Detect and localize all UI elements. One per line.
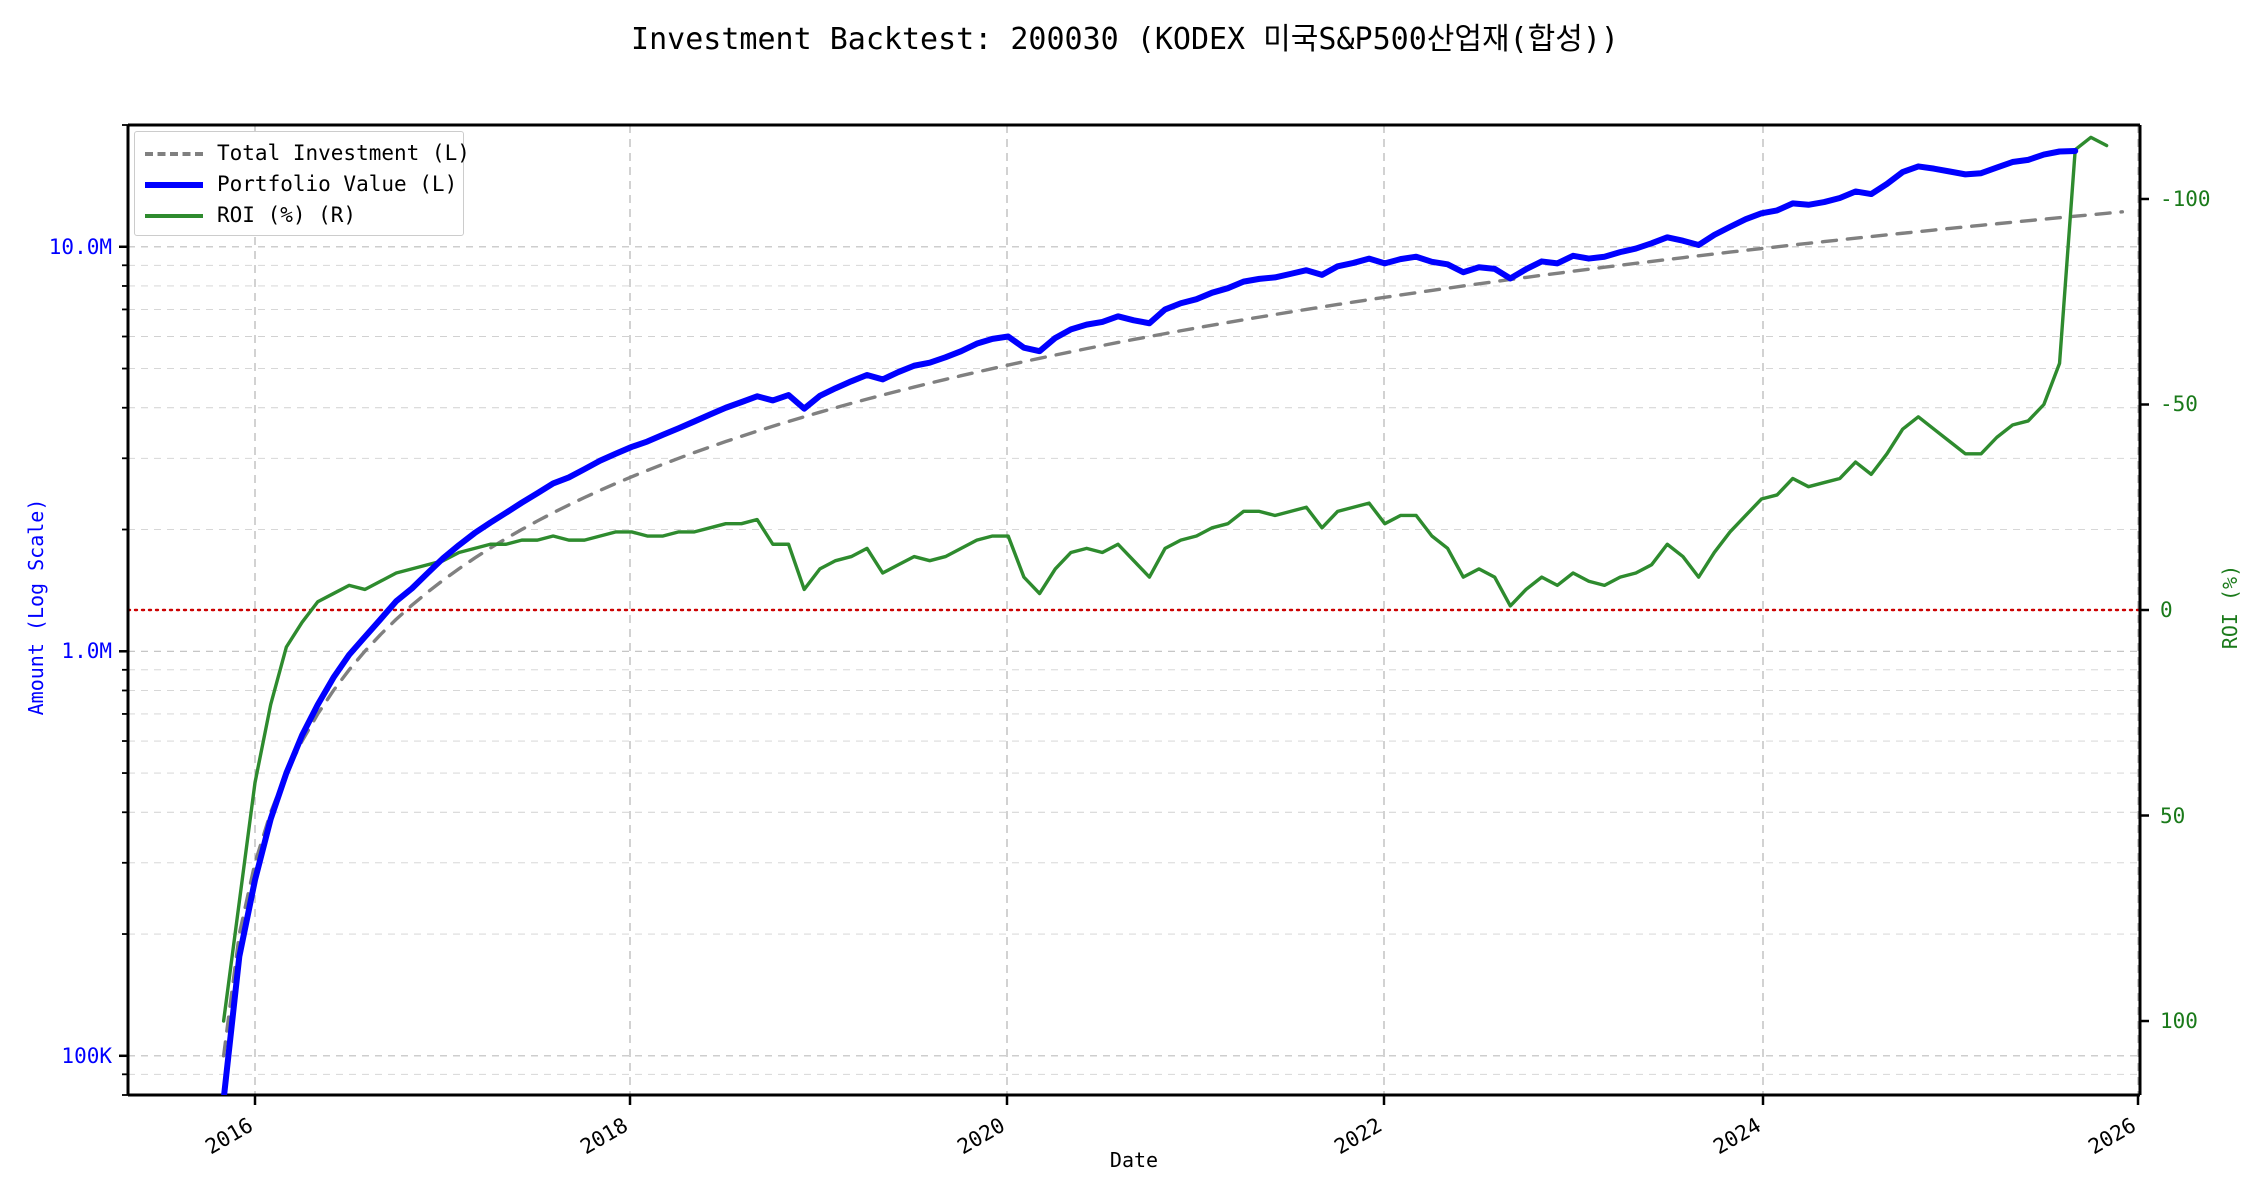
y-axis-left-tick: 100K xyxy=(61,1043,112,1068)
y-axis-right-tick: 50 xyxy=(2160,803,2186,828)
y-axis-right-tick: 0 xyxy=(2160,598,2173,622)
legend-item-total-investment[interactable]: Total Investment (L) xyxy=(143,138,470,169)
series-total-investment xyxy=(221,210,2125,1058)
legend-label-portfolio-value: Portfolio Value (L) xyxy=(217,172,458,196)
y-axis-right-tick: -100 xyxy=(2160,186,2211,211)
legend-item-roi[interactable]: ROI (%) (R) xyxy=(143,200,455,231)
legend-swatch-roi xyxy=(143,207,205,225)
legend-item-portfolio-value[interactable]: Portfolio Value (L) xyxy=(143,169,458,200)
chart-legend[interactable]: Total Investment (L) Portfolio Value (L)… xyxy=(134,131,470,236)
y-axis-right-tick: 100 xyxy=(2160,1009,2198,1034)
legend-label-roi: ROI (%) (R) xyxy=(217,203,357,227)
data-series-layer xyxy=(221,135,2125,1095)
series-portfolio-value xyxy=(221,147,2079,1095)
series-roi xyxy=(221,135,2109,1023)
y-axis-right-tick: -50 xyxy=(2160,392,2198,417)
y-axis-left-tick: 10.0M xyxy=(48,234,112,259)
y-axis-left-tick: 1.0M xyxy=(61,639,112,664)
legend-label-total-investment: Total Investment (L) xyxy=(217,141,470,165)
page-title: Investment Backtest: 200030 (KODEX 미국S&P… xyxy=(631,22,1619,57)
y-axis-right-label: ROI (%) xyxy=(2218,564,2242,650)
y-axis-left-label: Amount (Log Scale) xyxy=(24,498,48,716)
axis-tickmarks xyxy=(119,124,2149,1105)
x-axis-label: Date xyxy=(1109,1148,1159,1172)
legend-swatch-total-investment xyxy=(143,145,205,163)
legend-swatch-portfolio-value xyxy=(143,176,205,194)
